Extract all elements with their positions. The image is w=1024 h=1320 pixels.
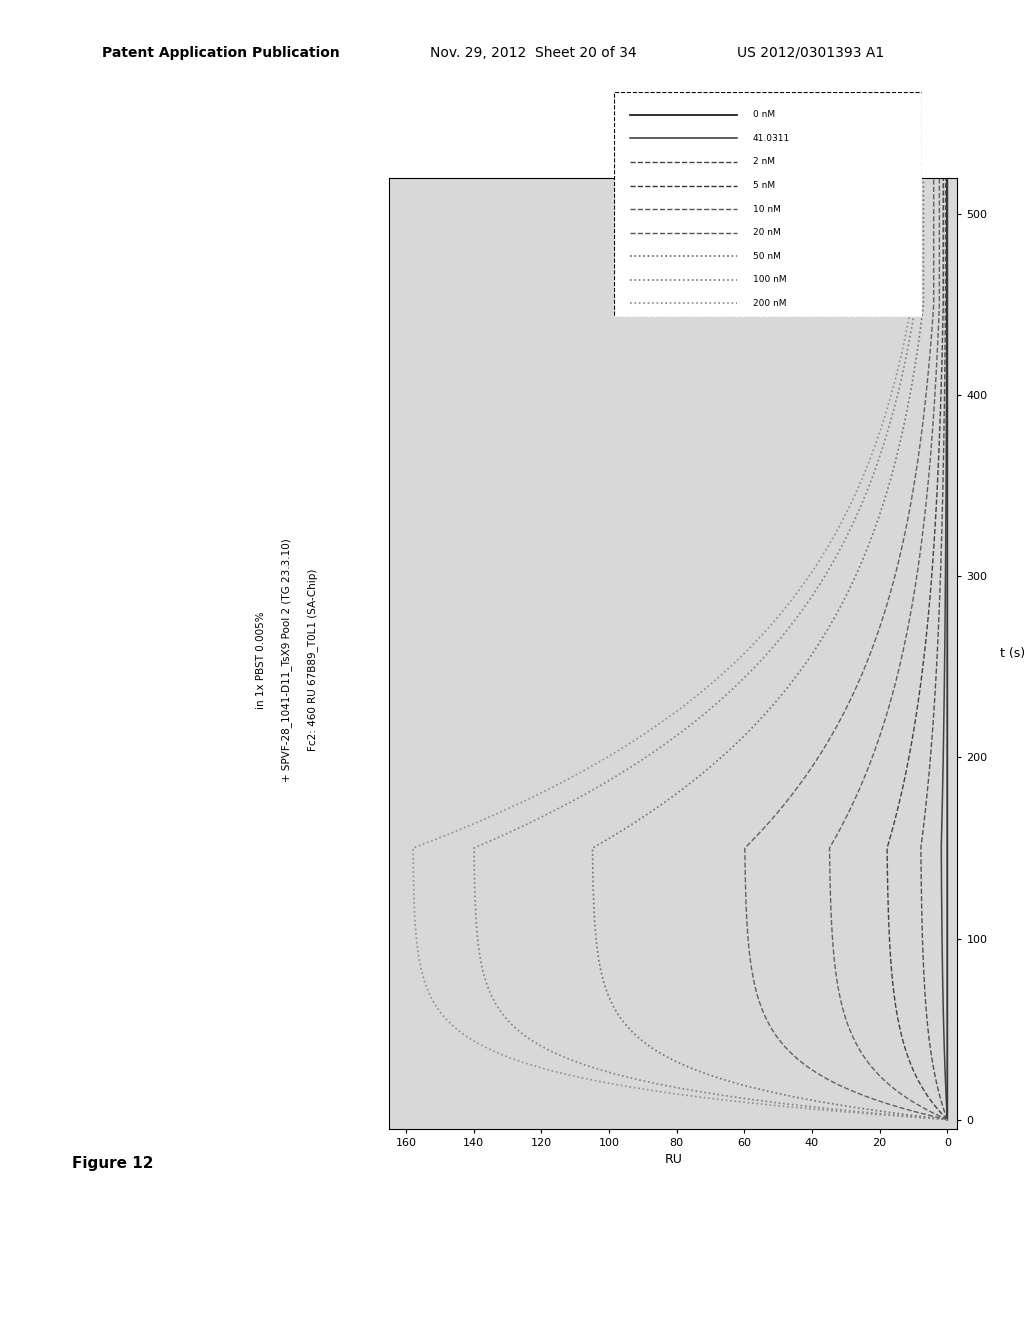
Text: 41.0311: 41.0311 xyxy=(753,133,790,143)
Text: 50 nM: 50 nM xyxy=(753,252,780,261)
Text: Fc2: 460 RU 67B89_T0L1 (SA-Chip): Fc2: 460 RU 67B89_T0L1 (SA-Chip) xyxy=(307,569,317,751)
Text: 2 nM: 2 nM xyxy=(753,157,774,166)
Text: + SPVF-28_1041-D11_TsX9 Pool 2 (TG 23.3.10): + SPVF-28_1041-D11_TsX9 Pool 2 (TG 23.3.… xyxy=(282,539,292,781)
Text: 0 nM: 0 nM xyxy=(753,111,775,119)
Text: in 1x PBST 0.005%: in 1x PBST 0.005% xyxy=(256,611,266,709)
X-axis label: RU: RU xyxy=(665,1154,682,1166)
Text: 20 nM: 20 nM xyxy=(753,228,780,238)
Text: 100 nM: 100 nM xyxy=(753,276,786,284)
Text: Nov. 29, 2012  Sheet 20 of 34: Nov. 29, 2012 Sheet 20 of 34 xyxy=(430,46,637,59)
Text: 10 nM: 10 nM xyxy=(753,205,780,214)
Y-axis label: t (s): t (s) xyxy=(1000,647,1024,660)
Text: 200 nM: 200 nM xyxy=(753,298,786,308)
Text: 5 nM: 5 nM xyxy=(753,181,775,190)
Text: Patent Application Publication: Patent Application Publication xyxy=(102,46,340,59)
Text: Figure 12: Figure 12 xyxy=(72,1156,154,1171)
Text: US 2012/0301393 A1: US 2012/0301393 A1 xyxy=(737,46,885,59)
